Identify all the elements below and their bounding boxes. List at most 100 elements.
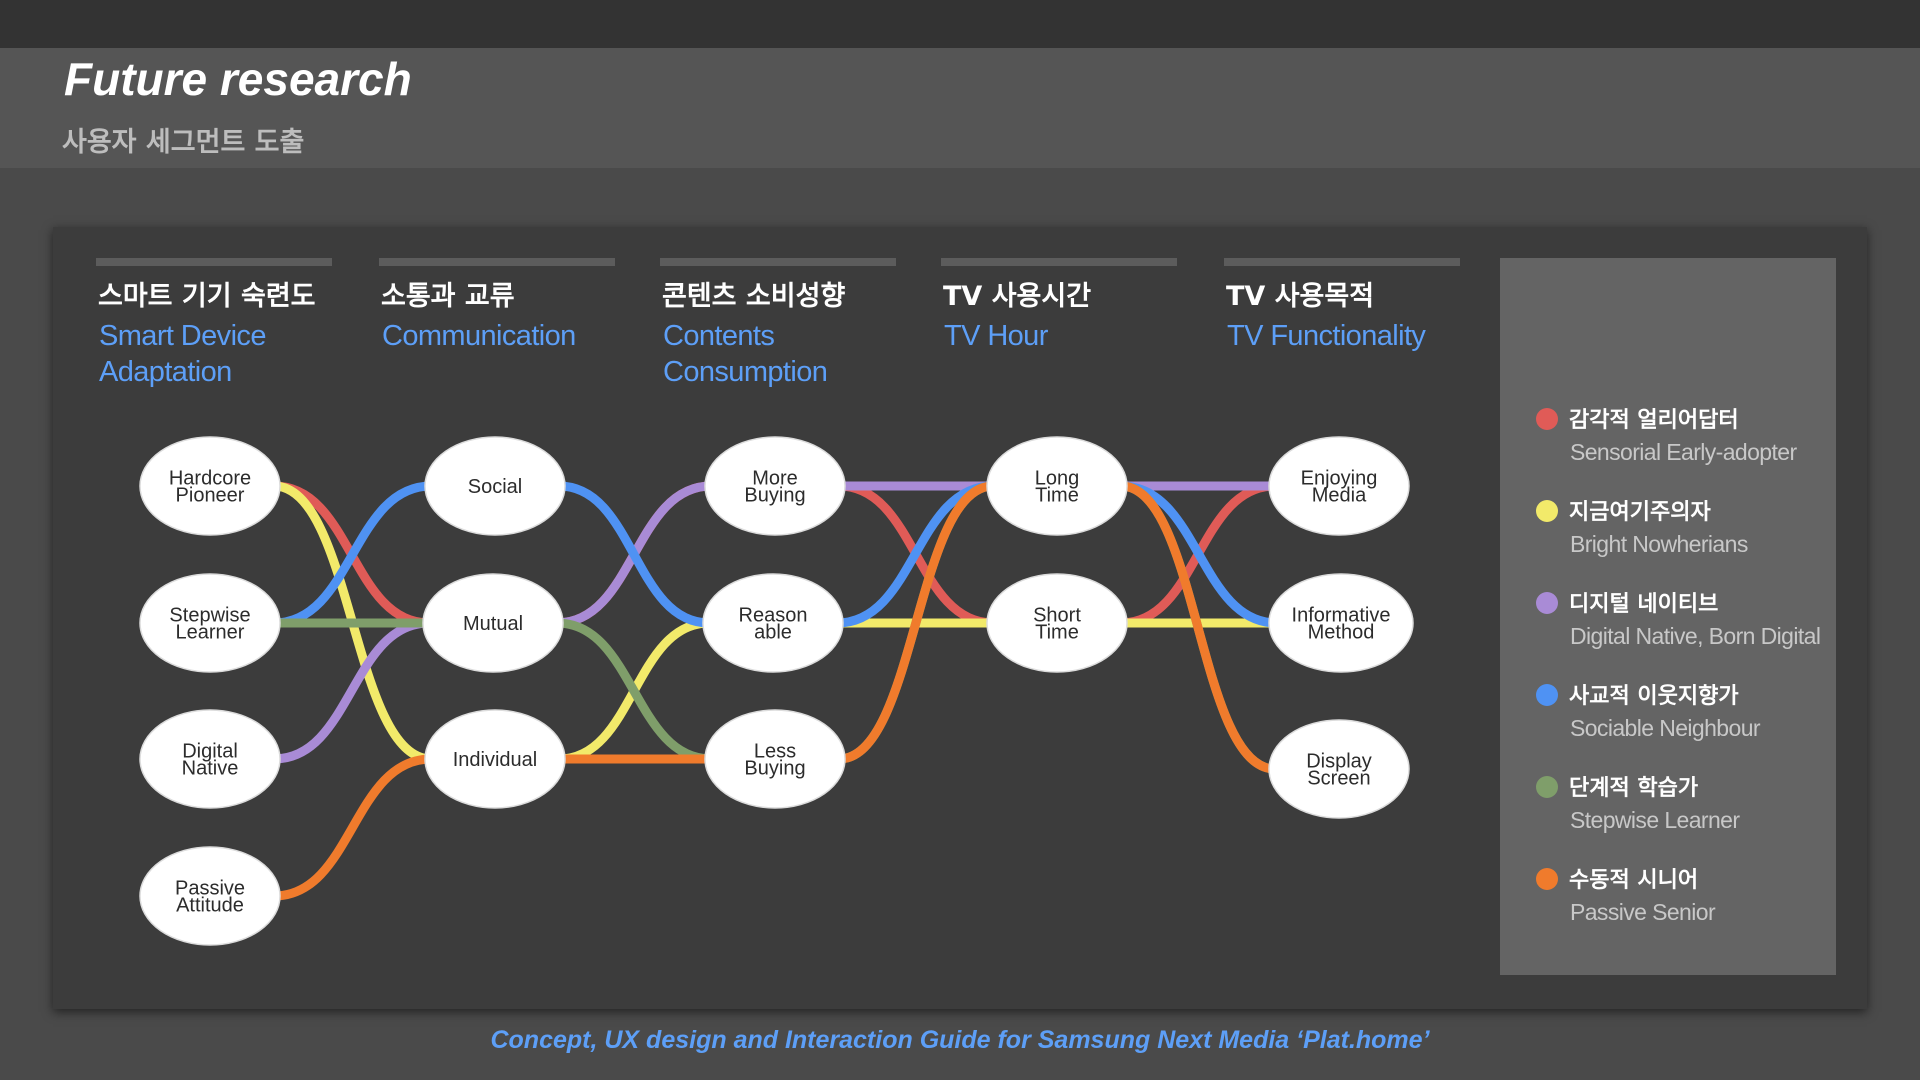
node-label: able: [754, 622, 792, 644]
column-header-4: TV 사용시간 TV Hour: [941, 258, 1177, 352]
node-label: Hardcore: [169, 468, 251, 490]
legend-label-en: Passive Senior: [1570, 899, 1716, 925]
flow-link-mutual-less: [552, 618, 716, 764]
node-label: Informative: [1292, 605, 1391, 627]
node-label: Social: [468, 476, 522, 498]
node-shape: [1268, 573, 1414, 673]
node-label: Less: [754, 741, 796, 763]
node-label: Time: [1035, 485, 1079, 507]
node-label: Time: [1035, 622, 1079, 644]
node-label: Media: [1312, 485, 1367, 507]
flow-sociable-neighbour: [269, 481, 1282, 628]
node-shape: [1268, 436, 1410, 536]
node-shape: [986, 436, 1128, 536]
legend-label-kr: 지금여기주의자: [1569, 500, 1711, 525]
column-title-kr: 스마트 기기 숙련도: [98, 281, 316, 312]
flow-link-long-informative: [1116, 481, 1282, 628]
legend-label-en: Digital Native, Born Digital: [1570, 623, 1820, 649]
legend-item-passive-senior: 수동적 시니어 Passive Senior: [1536, 868, 1717, 925]
node-shape: [424, 709, 566, 809]
flow-link-digital-mutual: [269, 618, 434, 764]
column-bar: [1224, 258, 1460, 266]
column-title-en: TV Hour: [944, 320, 1049, 352]
column-title-kr: 콘텐츠 소비성향: [662, 281, 845, 312]
node-label: Screen: [1307, 768, 1370, 790]
column-title-en: Communication: [382, 320, 576, 352]
node-shape: [704, 709, 846, 809]
node-label: Buying: [744, 758, 805, 780]
legend-color-dot: [1536, 684, 1558, 706]
legend-item-bright-nowherians: 지금여기주의자 Bright Nowherians: [1536, 500, 1748, 557]
column-bar: [941, 258, 1177, 266]
column-title-en: Consumption: [663, 356, 827, 388]
column-title-kr: 소통과 교류: [381, 281, 515, 312]
top-bar: [0, 0, 1920, 48]
header-band: [0, 48, 1920, 168]
legend-label-kr: 디지털 네이티브: [1569, 592, 1718, 617]
node-shape: [139, 846, 281, 946]
page-subtitle: 사용자 세그먼트 도출: [62, 127, 305, 158]
column-title-kr: TV 사용시간: [943, 281, 1091, 312]
legend-item-sociable-neighbour: 사교적 이웃지향가 Sociable Neighbour: [1536, 684, 1761, 741]
legend-item-digital-native-born-digital: 디지털 네이티브 Digital Native, Born Digital: [1536, 592, 1821, 649]
node-label: Mutual: [463, 613, 523, 635]
node-label: Learner: [176, 622, 245, 644]
diagram-panel: 스마트 기기 숙련도 Smart Device Adaptation 소통과 교류 Co…: [53, 227, 1867, 1009]
node-mutual: Mutual: [422, 573, 564, 673]
legend-color-dot: [1536, 500, 1558, 522]
column-bar: [660, 258, 896, 266]
column-title-en: Contents: [663, 320, 774, 352]
flow-link-reason-long: [832, 481, 998, 628]
legend-label-kr: 사교적 이웃지향가: [1569, 684, 1739, 709]
legend-color-dot: [1536, 776, 1558, 798]
column-header-2: 소통과 교류 Communication: [379, 258, 615, 352]
flow-passive-senior: [269, 481, 1280, 901]
column-title-en: TV Functionality: [1227, 320, 1426, 352]
column-bar: [96, 258, 332, 266]
legend-color-dot: [1536, 868, 1558, 890]
flow-link-less-long: [834, 481, 998, 764]
node-label: Display: [1306, 751, 1372, 773]
flow-link-passive-individual: [269, 754, 436, 901]
node-label: Stepwise: [169, 605, 250, 627]
node-label: Individual: [453, 749, 538, 771]
footer-caption: Concept, UX design and Interaction Guide…: [490, 1026, 1430, 1054]
legend-color-dot: [1536, 408, 1558, 430]
legend-label-en: Bright Nowherians: [1570, 531, 1748, 557]
node-social: Social: [424, 436, 566, 536]
segment-flows: [269, 481, 1282, 901]
legend-label-en: Sensorial Early-adopter: [1570, 439, 1797, 465]
legend-label-en: Stepwise Learner: [1570, 807, 1740, 833]
node-label: Passive: [175, 878, 245, 900]
node-shape: [139, 436, 281, 536]
node-label: Native: [182, 758, 239, 780]
flow-link-social-reason: [554, 481, 714, 628]
node-shape: [139, 573, 281, 673]
legend-label-en: Sociable Neighbour: [1570, 715, 1761, 741]
legend-item-stepwise-learner: 단계적 학습가 Stepwise Learner: [1536, 776, 1741, 833]
node-label: Short: [1033, 605, 1081, 627]
legend-item-sensorial-early-adopter: 감각적 얼리어답터 Sensorial Early-adopter: [1536, 408, 1798, 465]
node-individual: Individual: [424, 709, 566, 809]
node-label: Reason: [739, 605, 808, 627]
node-label: Attitude: [176, 895, 244, 917]
node-label: Enjoying: [1301, 468, 1378, 490]
column-header-1: 스마트 기기 숙련도 Smart Device Adaptation: [96, 258, 332, 388]
node-shape: [424, 436, 566, 536]
legend-box: [1500, 258, 1836, 975]
column-header-3: 콘텐츠 소비성향 Contents Consumption: [660, 258, 896, 388]
legend-label-kr: 수동적 시니어: [1569, 868, 1698, 893]
node-shape: [1268, 719, 1410, 819]
column-title-kr: TV 사용목적: [1226, 281, 1374, 312]
node-label: Pioneer: [176, 485, 245, 507]
